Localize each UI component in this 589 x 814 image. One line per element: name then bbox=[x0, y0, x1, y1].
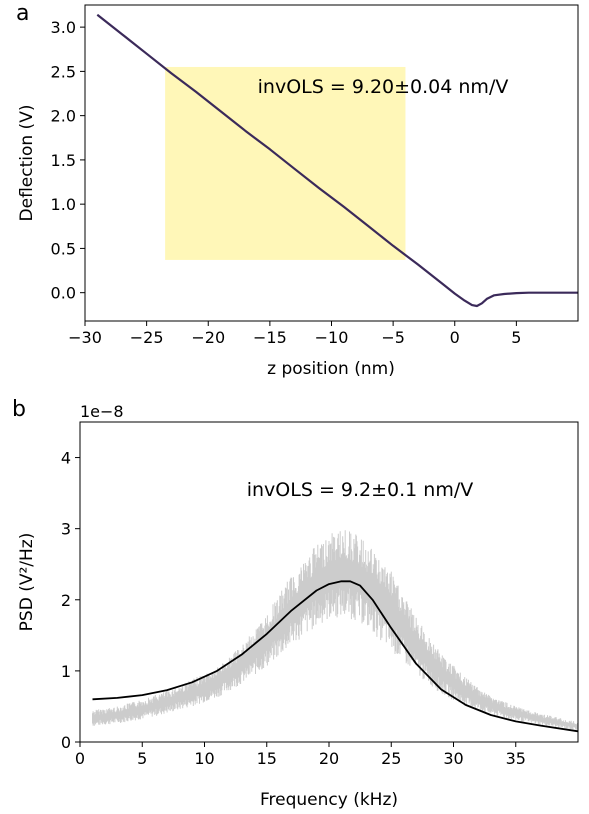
b-x-tick-label: 5 bbox=[137, 749, 147, 768]
b-y-tick-label: 3 bbox=[61, 520, 71, 539]
b-x-tick-label: 0 bbox=[75, 749, 85, 768]
a-y-tick-label: 0.5 bbox=[51, 239, 76, 258]
a-x-tick-label: −10 bbox=[315, 328, 349, 347]
a-x-tick-label: 5 bbox=[511, 328, 521, 347]
a-plot-frame bbox=[84, 4, 579, 322]
b-series-layer bbox=[92, 530, 579, 733]
a-series-layer bbox=[96, 13, 578, 308]
b-x-axis-label: Frequency (kHz) bbox=[260, 790, 398, 810]
b-x-tick-label: 35 bbox=[506, 749, 526, 768]
b-x-tick-label: 15 bbox=[257, 749, 277, 768]
a-y-tick-label: 0.0 bbox=[51, 284, 76, 303]
a-y-axis-label: Deflection (V) bbox=[17, 105, 37, 222]
a-y-tick-label: 2.0 bbox=[51, 107, 76, 126]
b-y-tick-label: 1 bbox=[61, 662, 71, 681]
b-plot-frame bbox=[79, 421, 579, 743]
b-x-tick-label: 25 bbox=[381, 749, 401, 768]
b-x-tick-label: 30 bbox=[443, 749, 463, 768]
a-x-tick-label: −20 bbox=[191, 328, 225, 347]
b-psd-data-band bbox=[92, 530, 579, 730]
a-ticks-layer: −30 −25 −20 −15 −10 −5 0 5 0.0 0.5 1.0 1.5 2.0 2.5 3.0 bbox=[51, 18, 522, 347]
a-x-tick-label: −15 bbox=[253, 328, 287, 347]
a-x-tick-label: −25 bbox=[130, 328, 164, 347]
a-x-tick-label: −5 bbox=[381, 328, 405, 347]
a-x-tick-label: 0 bbox=[450, 328, 460, 347]
panel-a: a −30 −25 −20 −15 −10 −5 0 5 0.0 0.5 1.0 1.5 2.0 2.5 3… bbox=[16, 1, 579, 379]
b-y-tick-label: 0 bbox=[61, 733, 71, 752]
panel-b: b 1e−8 0 5 10 15 20 25 30 35 0 1 2 3 4 invOLS = 9.2±… bbox=[12, 397, 579, 810]
b-psd-fit-curve bbox=[92, 580, 579, 733]
a-annotation: invOLS = 9.20±0.04 nm/V bbox=[258, 76, 509, 98]
b-x-tick-label: 10 bbox=[194, 749, 214, 768]
a-x-axis-label: z position (nm) bbox=[267, 359, 395, 379]
panel-a-label: a bbox=[16, 1, 29, 26]
a-x-tick-label: −30 bbox=[68, 328, 102, 347]
a-y-tick-label: 3.0 bbox=[51, 18, 76, 37]
a-y-tick-label: 1.5 bbox=[51, 151, 76, 170]
panel-b-label: b bbox=[12, 397, 26, 422]
b-y-axis-label: PSD (V²/Hz) bbox=[17, 533, 37, 632]
b-annotation: invOLS = 9.2±0.1 nm/V bbox=[247, 479, 474, 501]
b-x-tick-label: 20 bbox=[319, 749, 339, 768]
b-ticks-layer: 0 5 10 15 20 25 30 35 0 1 2 3 4 bbox=[61, 449, 526, 768]
b-y-tick-label: 2 bbox=[61, 591, 71, 610]
b-y-tick-label: 4 bbox=[61, 449, 71, 468]
a-y-tick-label: 2.5 bbox=[51, 62, 76, 81]
a-y-tick-label: 1.0 bbox=[51, 195, 76, 214]
a-deflection-series bbox=[96, 13, 578, 308]
b-scale-label: 1e−8 bbox=[80, 402, 124, 421]
